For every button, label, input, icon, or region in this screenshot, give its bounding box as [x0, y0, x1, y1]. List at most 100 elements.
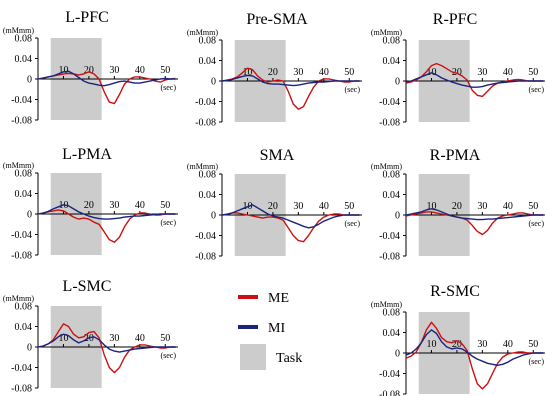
- x-tick-label: 40: [503, 201, 513, 212]
- y-tick-label: 0.04: [199, 56, 217, 67]
- y-tick-label: 0: [395, 349, 400, 360]
- series-line-mi: [405, 329, 544, 366]
- y-tick-label: -0.08: [195, 118, 216, 129]
- chart-title: L-PMA: [62, 146, 112, 163]
- chart-title: R-SMC: [430, 283, 480, 300]
- y-tick-label: 0.04: [15, 189, 33, 200]
- y-tick-label: 0.08: [199, 36, 217, 47]
- series-line-mi: [37, 333, 176, 353]
- chart-title: Pre-SMA: [246, 11, 308, 28]
- series-line-mi: [405, 208, 544, 221]
- x-axis-unit: (sec): [344, 85, 360, 94]
- y-tick-label: 0.08: [15, 302, 33, 313]
- y-tick-label: -0.08: [195, 252, 216, 263]
- chart-title: R-PFC: [433, 11, 477, 28]
- y-tick-label: 0: [211, 77, 216, 88]
- y-tick-label: -0.08: [379, 390, 400, 396]
- x-tick-label: 20: [452, 201, 462, 212]
- y-tick-label: 0.08: [383, 36, 401, 47]
- chart-panel-l-pfc: L-PFC (mMmm)0.08 0.04 0 -0.04 -0.08 10 20 30 40 50…: [3, 9, 178, 127]
- x-tick-label: 50: [528, 339, 538, 350]
- x-tick-label: 40: [319, 67, 329, 78]
- legend-item-task: Task: [240, 344, 302, 370]
- x-tick-label: 20: [452, 339, 462, 350]
- series-line-me: [221, 212, 360, 243]
- series-line-mi: [37, 70, 176, 87]
- y-tick-label: -0.04: [11, 95, 32, 106]
- chart-title: SMA: [260, 147, 295, 164]
- series-line-mi: [37, 204, 176, 220]
- x-tick-label: 50: [160, 65, 170, 76]
- y-tick-label: -0.08: [11, 116, 32, 127]
- y-tick-label: 0.08: [383, 308, 401, 319]
- x-tick-label: 10: [426, 339, 436, 350]
- legend-swatch: [240, 344, 266, 370]
- chart-title: L-PFC: [65, 9, 109, 26]
- x-tick-label: 50: [528, 201, 538, 212]
- x-axis-unit: (sec): [528, 357, 544, 366]
- chart-title: L-SMC: [63, 278, 112, 295]
- series-line-mi: [221, 204, 360, 229]
- x-tick-label: 10: [242, 67, 252, 78]
- y-tick-label: -0.04: [379, 231, 400, 242]
- series-line-mi: [405, 72, 544, 88]
- x-tick-label: 40: [135, 65, 145, 76]
- chart-panel-r-smc: R-SMC (mMmm)0.08 0.04 0 -0.04 -0.08 10 20 30 40 50…: [371, 283, 545, 396]
- x-tick-label: 30: [109, 65, 119, 76]
- x-tick-label: 20: [452, 67, 462, 78]
- chart-title: R-PMA: [430, 147, 481, 164]
- x-axis-unit: (sec): [160, 351, 176, 360]
- y-axis-unit: (mMmm): [3, 294, 34, 303]
- legend-swatch: [238, 295, 258, 299]
- x-axis-unit: (sec): [528, 85, 544, 94]
- x-tick-label: 30: [109, 333, 119, 344]
- y-tick-label: 0.04: [383, 328, 401, 339]
- y-axis-unit: (mMmm): [3, 26, 34, 35]
- y-axis-unit: (mMmm): [3, 161, 34, 170]
- x-axis-unit: (sec): [160, 83, 176, 92]
- x-tick-label: 20: [268, 201, 278, 212]
- legend-item-me: ME: [238, 291, 289, 306]
- y-tick-label: -0.08: [11, 384, 32, 395]
- x-tick-label: 40: [135, 333, 145, 344]
- y-tick-label: 0: [27, 75, 32, 86]
- y-tick-label: -0.08: [379, 252, 400, 263]
- legend-label: MI: [268, 321, 285, 336]
- y-tick-label: -0.04: [11, 363, 32, 374]
- chart-panel-r-pma: R-PMA (mMmm)0.08 0.04 0 -0.04 -0.08 10 20 30 40 50…: [371, 147, 545, 263]
- y-axis-unit: (mMmm): [371, 28, 402, 37]
- x-tick-label: 50: [344, 67, 354, 78]
- y-tick-label: 0: [27, 210, 32, 221]
- x-axis-unit: (sec): [160, 218, 176, 227]
- x-tick-label: 30: [477, 67, 487, 78]
- x-tick-label: 30: [477, 339, 487, 350]
- series-line-me: [405, 321, 544, 390]
- x-tick-label: 20: [268, 67, 278, 78]
- y-axis-unit: (mMmm): [371, 162, 402, 171]
- y-tick-label: -0.08: [11, 251, 32, 262]
- x-tick-label: 50: [160, 200, 170, 211]
- legend: ME MI Task: [238, 291, 302, 370]
- x-tick-label: 30: [109, 200, 119, 211]
- x-axis-unit: (sec): [344, 219, 360, 228]
- x-tick-label: 10: [58, 65, 68, 76]
- y-tick-label: 0.04: [15, 54, 33, 65]
- y-tick-label: 0.08: [15, 169, 33, 180]
- y-axis-unit: (mMmm): [371, 300, 402, 309]
- x-tick-label: 50: [160, 333, 170, 344]
- y-tick-label: 0.04: [15, 322, 33, 333]
- legend-label: Task: [276, 351, 302, 366]
- x-tick-label: 40: [319, 201, 329, 212]
- x-tick-label: 10: [58, 333, 68, 344]
- y-tick-label: 0: [211, 211, 216, 222]
- x-tick-label: 40: [135, 200, 145, 211]
- legend-item-mi: MI: [238, 321, 285, 336]
- x-tick-label: 30: [293, 67, 303, 78]
- x-tick-label: 20: [84, 65, 94, 76]
